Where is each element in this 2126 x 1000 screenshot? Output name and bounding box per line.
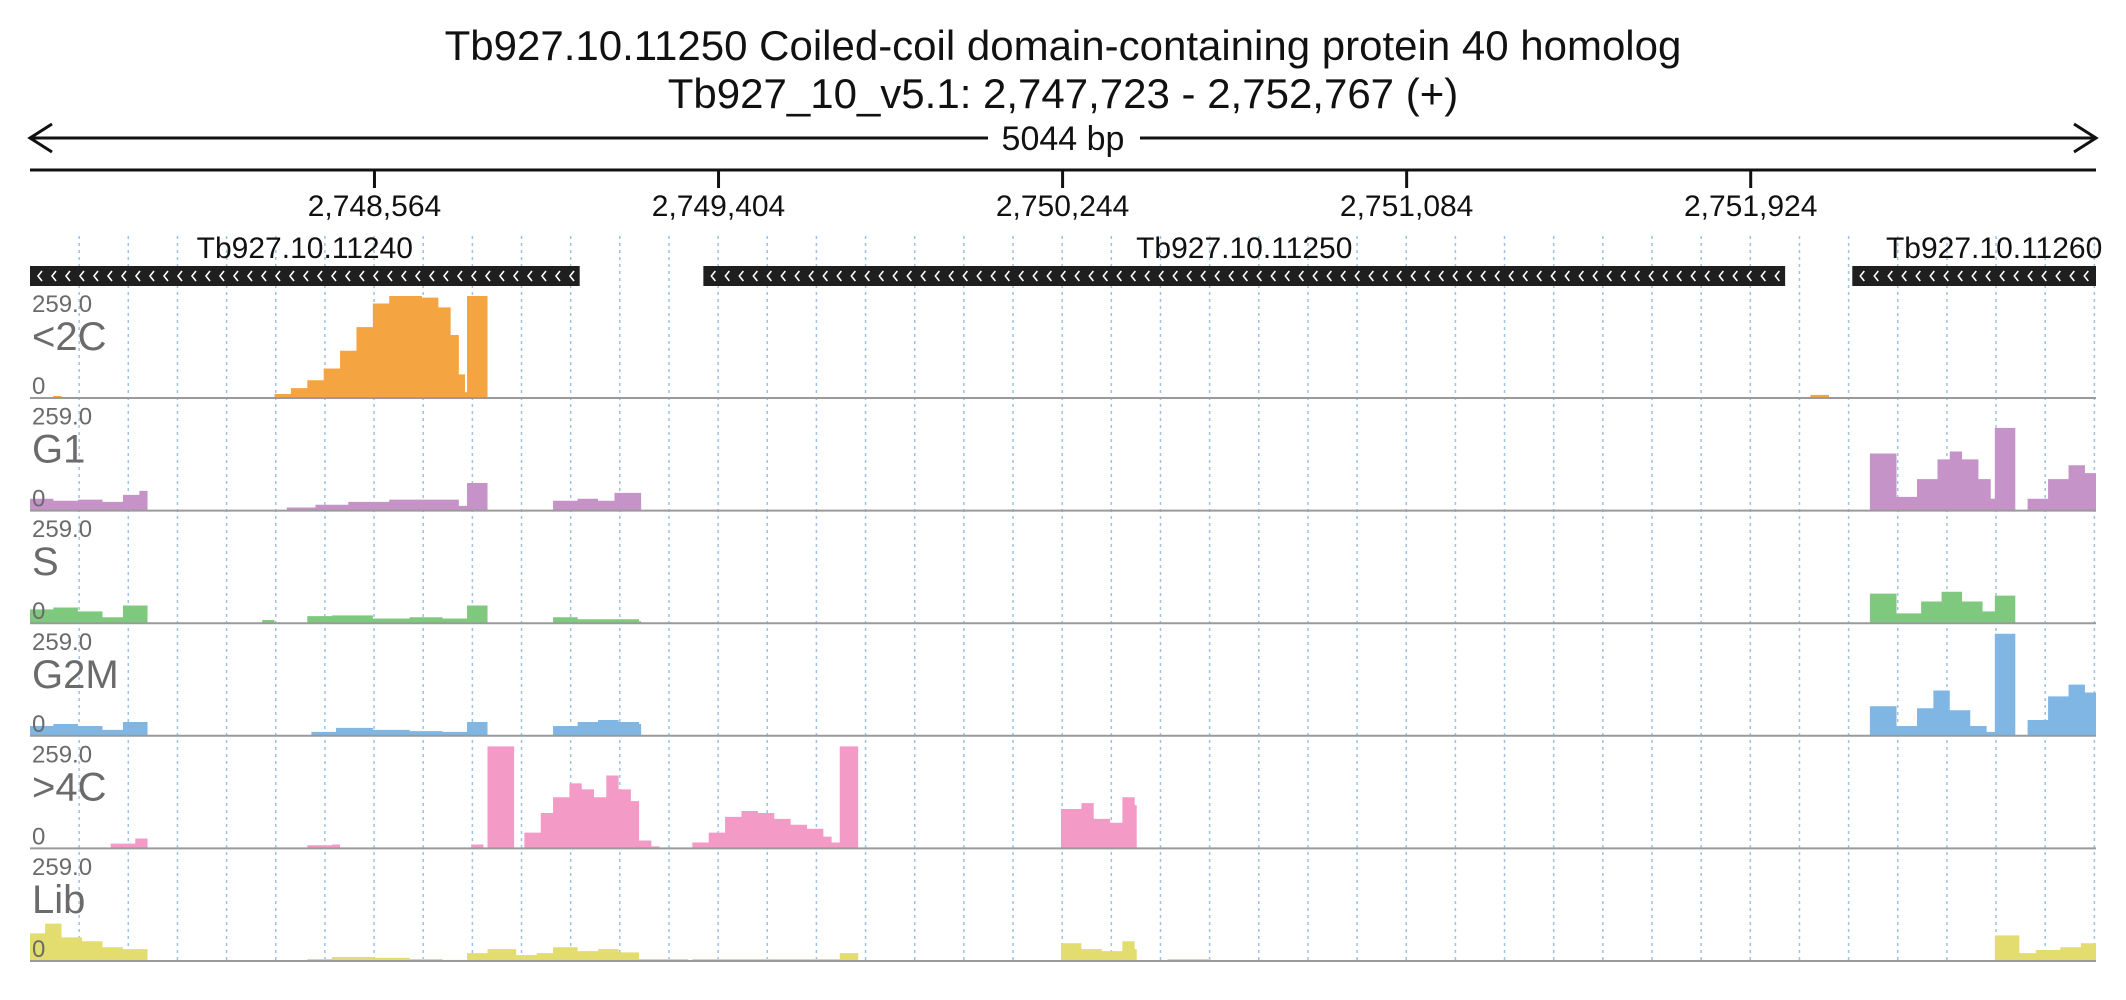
track-min-label: 0 <box>32 711 45 738</box>
track-name: G2M <box>32 653 119 697</box>
track-name: <2C <box>32 315 107 359</box>
track-min-label: 0 <box>32 373 45 400</box>
coverage-area <box>30 746 2096 849</box>
track-name: S <box>32 540 59 584</box>
strand-chevrons-icon <box>36 270 575 282</box>
coordinate-ticks: 2,748,564 2,749,404 2,750,244 2,751,084 2,75… <box>308 170 1817 223</box>
gene-label: Tb927.10.11250 <box>1136 232 1352 265</box>
span-right-arrow-icon <box>2073 122 2099 154</box>
track-min-label: 0 <box>32 936 45 963</box>
coverage-area <box>30 633 2096 736</box>
tick-label: 2,751,084 <box>1340 190 1473 223</box>
track-max-label: 259.0 <box>32 854 92 881</box>
tick-label: 2,748,564 <box>308 190 441 223</box>
chart-title: Tb927.10.11250 Coiled-coil domain-contai… <box>444 22 1682 69</box>
track-max-label: 259.0 <box>32 741 92 768</box>
coverage-area <box>30 296 2096 398</box>
gene-label: Tb927.10.11240 <box>197 232 413 265</box>
chart-subtitle: Tb927_10_v5.1: 2,747,723 - 2,752,767 (+) <box>667 70 1459 117</box>
coverage-area <box>30 591 2096 624</box>
gridlines <box>78 236 2096 962</box>
span-label: 5044 bp <box>1002 120 1125 158</box>
track-max-label: 259.0 <box>32 291 92 318</box>
tick-label: 2,749,404 <box>652 190 785 223</box>
tick-label: 2,750,244 <box>996 190 1129 223</box>
span-left-arrow-icon <box>27 122 53 154</box>
coverage-area <box>30 427 2096 511</box>
track-name: Lib <box>32 878 85 922</box>
track-name: G1 <box>32 428 85 472</box>
track-max-label: 259.0 <box>32 516 92 543</box>
strand-chevrons-icon <box>1859 270 2089 282</box>
gene-body <box>1852 266 2096 286</box>
track-name: >4C <box>32 765 107 809</box>
coverage-track: 259.0G1 0 <box>30 404 2096 513</box>
track-min-label: 0 <box>32 598 45 625</box>
track-max-label: 259.0 <box>32 629 92 656</box>
span-ruler: 5044 bp <box>27 120 2099 158</box>
coverage-track: 259.0>4C 0 <box>30 741 2096 850</box>
coverage-tracks: 259.0<2C0259.0G10259.0S0259.0G2M0259.0>4… <box>30 291 2096 963</box>
gene-label: Tb927.10.11260 <box>1886 232 2102 265</box>
track-min-label: 0 <box>32 486 45 513</box>
track-min-label: 0 <box>32 823 45 850</box>
coverage-track: 259.0<2C 0 <box>30 291 2096 400</box>
coverage-area <box>30 923 2096 961</box>
strand-chevrons-icon <box>710 270 1781 282</box>
track-max-label: 259.0 <box>32 404 92 431</box>
tick-label: 2,751,924 <box>1684 190 1817 223</box>
gene-track: Tb927.10.11240 Tb927.10.11250 Tb927.10.112… <box>30 232 2102 286</box>
coverage-track: 259.0S 0 <box>30 516 2096 625</box>
